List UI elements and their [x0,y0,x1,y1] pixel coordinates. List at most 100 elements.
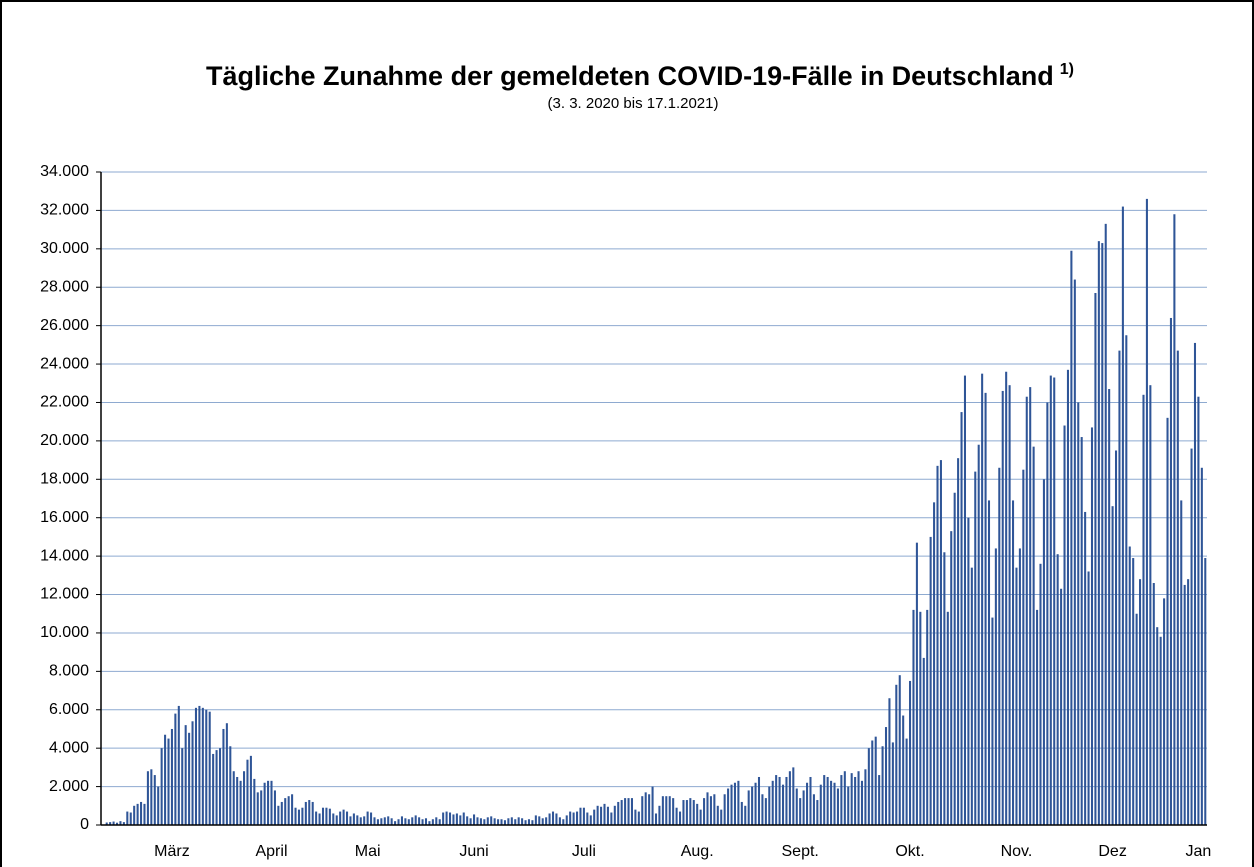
bar [727,788,730,825]
bar [256,792,259,825]
bar [260,790,263,825]
bar [541,818,544,825]
bar [1173,214,1176,826]
bar [730,784,733,825]
bar [1156,627,1159,825]
bar [1128,546,1131,825]
bar [1132,558,1135,825]
bar [383,817,386,825]
bar [984,392,987,825]
bar [473,814,476,825]
bar [328,808,331,825]
bar [1197,396,1200,825]
bar [895,684,898,825]
bar [555,813,558,825]
bar [943,552,946,825]
y-tick-label: 32.000 [40,202,89,219]
y-tick-label: 10.000 [40,624,89,641]
bar [768,786,771,825]
bar [1008,385,1011,825]
bar [1111,506,1114,825]
bar [689,798,692,825]
y-tick-label: 4.000 [49,739,89,756]
y-tick-label: 26.000 [40,317,89,334]
bar [229,746,232,825]
bar [703,798,706,825]
bar [150,769,153,825]
bar [146,771,149,825]
bar [606,806,609,825]
bar [641,796,644,825]
y-tick-label: 8.000 [49,663,89,680]
bar [404,818,407,825]
bar [576,811,579,825]
bar [634,809,637,825]
bar [610,812,613,825]
bar [630,798,633,825]
bar [545,817,548,825]
bar [1204,558,1207,825]
bar [109,822,112,825]
x-tick-label: März [154,843,190,860]
bar [411,817,414,825]
bar [212,753,215,825]
bar [363,816,366,825]
bar [1101,243,1104,825]
bar [665,796,668,825]
y-tick-label: 16.000 [40,509,89,526]
bar [157,786,160,825]
bar [184,725,187,825]
bar [469,818,472,825]
bar [1097,241,1100,825]
bar [1125,335,1128,825]
bar [1193,342,1197,825]
x-tick-label: Aug. [681,843,714,860]
bar [1169,317,1172,825]
bar [764,798,767,825]
bar [287,796,290,825]
bar [448,812,452,825]
bar [493,818,496,825]
bar [551,811,555,825]
bar [970,567,973,825]
bar [1152,583,1155,825]
bar [270,780,273,825]
bar [1029,387,1032,825]
bar [1176,350,1179,825]
bar [672,798,675,825]
bar [613,805,616,825]
y-tick-label: 30.000 [40,240,89,257]
x-tick-label: Dez [1098,843,1126,860]
bar [603,803,606,825]
bar [359,817,362,825]
bar [246,759,249,825]
bar [1166,417,1169,825]
bar [291,794,294,825]
bar [682,800,685,825]
bar [816,800,819,825]
bar [809,776,812,825]
bar [709,796,712,825]
bar [1114,450,1118,825]
bar [112,821,115,825]
bar [122,822,125,825]
bar [198,705,201,825]
bar [1039,563,1042,825]
bar [939,460,942,825]
bar [366,811,369,825]
bar [1190,448,1193,825]
bar [806,782,809,825]
bar [675,807,678,825]
bar [490,816,493,825]
bar [569,811,572,825]
bar [483,819,486,825]
bar [593,809,596,825]
bar [1090,427,1094,825]
bar [1053,377,1056,825]
bar [1070,250,1073,825]
bar [1015,567,1018,825]
bar [181,748,184,825]
bar [263,782,266,825]
bar [311,801,314,825]
bar [572,812,575,825]
